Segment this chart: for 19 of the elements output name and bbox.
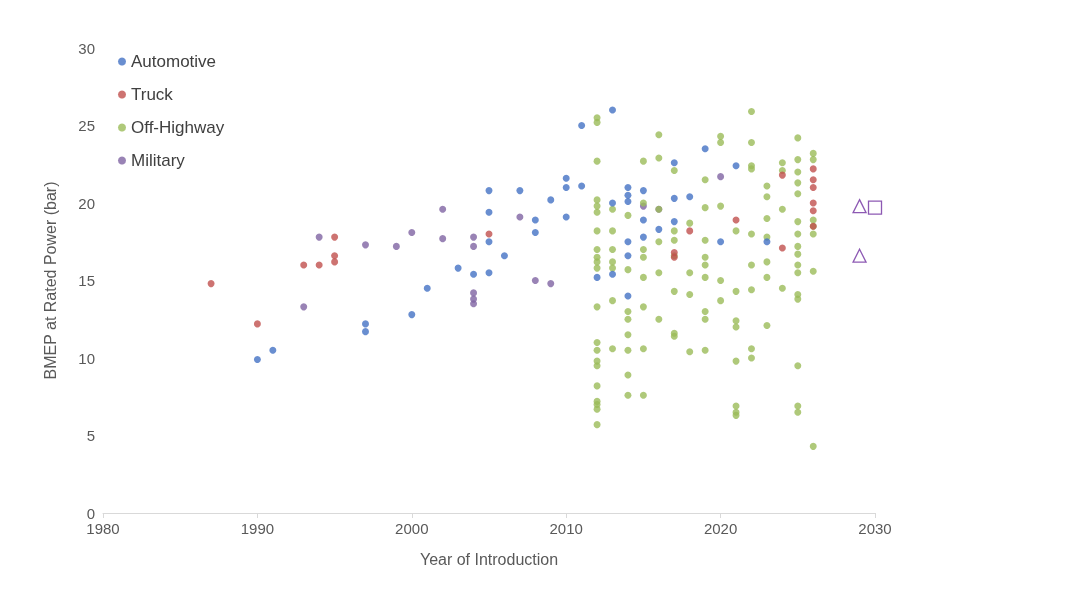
y-axis-title: BMEP at Rated Power (bar) — [41, 181, 59, 380]
y-tick-label: 25 — [78, 117, 95, 134]
y-tick-label: 30 — [78, 39, 95, 57]
x-tick-label: 2010 — [549, 520, 583, 537]
x-tick-label: 1980 — [86, 520, 120, 537]
legend-label: Military — [131, 151, 186, 170]
legend-label: Automotive — [131, 52, 217, 71]
x-axis-title: Year of Introduction — [419, 550, 559, 568]
y-tick-label: 15 — [78, 272, 95, 289]
legend-label: Off-Highway — [131, 118, 225, 137]
x-tick-label: 2030 — [858, 520, 892, 537]
legend-label: Truck — [131, 85, 174, 104]
y-tick-label: 20 — [78, 194, 95, 212]
x-tick-label: 1990 — [240, 520, 275, 537]
x-tick-label: 2000 — [395, 520, 429, 537]
y-tick-label: 0 — [86, 504, 95, 522]
y-tick-label: 5 — [86, 427, 95, 444]
y-tick-label: 10 — [78, 349, 95, 367]
x-tick-label: 2020 — [703, 520, 738, 537]
